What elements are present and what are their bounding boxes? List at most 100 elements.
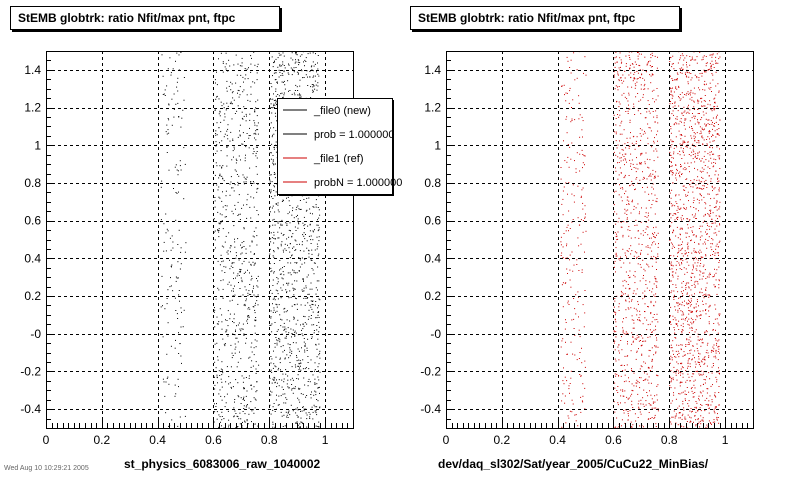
data-point	[247, 99, 249, 101]
data-point	[672, 416, 674, 418]
data-point	[283, 414, 285, 416]
data-point	[716, 234, 718, 236]
data-point	[222, 228, 224, 230]
data-point	[677, 302, 679, 304]
data-point	[289, 205, 291, 206]
data-point	[716, 371, 718, 373]
data-point	[307, 338, 309, 340]
data-point	[214, 326, 216, 328]
data-point	[688, 343, 690, 345]
data-point	[316, 406, 318, 408]
data-point	[221, 314, 223, 316]
data-point	[238, 271, 240, 273]
data-point	[293, 318, 295, 320]
data-point	[718, 190, 720, 192]
data-point	[252, 181, 254, 182]
data-point	[275, 72, 277, 74]
data-point	[272, 155, 274, 156]
data-point	[686, 387, 688, 388]
data-point	[293, 288, 295, 290]
data-point	[706, 344, 708, 346]
data-point	[272, 75, 273, 77]
data-point	[280, 318, 282, 320]
data-point	[243, 377, 245, 379]
data-point	[671, 66, 673, 68]
data-point	[571, 251, 573, 253]
data-point	[689, 421, 691, 423]
data-point	[656, 198, 658, 200]
data-point	[688, 339, 690, 341]
data-point	[624, 70, 626, 72]
data-point	[273, 256, 275, 258]
data-point	[703, 83, 705, 85]
data-point	[703, 196, 705, 198]
data-point	[303, 77, 305, 78]
data-point	[690, 180, 692, 182]
data-point	[272, 159, 274, 161]
data-point	[270, 174, 272, 176]
data-point	[703, 357, 705, 359]
data-point	[655, 329, 657, 331]
data-point	[274, 186, 275, 188]
data-point	[682, 318, 684, 320]
data-point	[708, 87, 710, 89]
data-point	[569, 383, 571, 384]
data-point	[681, 72, 683, 74]
data-point	[681, 134, 682, 136]
data-point	[585, 74, 587, 76]
data-point	[624, 212, 626, 214]
data-point	[577, 291, 579, 293]
data-point	[288, 64, 290, 66]
data-point	[615, 131, 617, 133]
data-point	[710, 68, 712, 70]
data-point	[654, 176, 655, 178]
data-point	[708, 193, 710, 195]
data-point	[309, 212, 311, 214]
data-point	[291, 283, 293, 285]
data-point	[654, 345, 655, 347]
data-point	[698, 79, 700, 81]
data-point	[618, 194, 620, 196]
data-point	[304, 238, 306, 240]
data-point	[314, 88, 316, 90]
data-point	[710, 65, 712, 67]
data-point	[699, 236, 701, 238]
data-point	[215, 134, 217, 136]
data-point	[625, 309, 627, 311]
data-point	[637, 381, 639, 382]
data-point	[224, 113, 226, 115]
data-point	[219, 197, 221, 199]
data-point	[282, 426, 284, 427]
data-point	[677, 309, 679, 311]
data-point	[281, 81, 283, 83]
data-point	[231, 83, 233, 85]
data-point	[567, 224, 569, 226]
data-point	[691, 96, 693, 98]
data-point	[234, 113, 236, 114]
data-point	[682, 152, 684, 153]
data-point	[698, 179, 700, 181]
data-point	[653, 304, 655, 306]
data-point	[579, 136, 581, 138]
data-point	[685, 208, 687, 210]
data-point	[226, 80, 228, 82]
data-point	[689, 410, 691, 412]
data-point	[701, 195, 702, 197]
data-point	[621, 295, 623, 297]
data-point	[642, 403, 644, 405]
data-point	[703, 155, 705, 157]
data-point	[584, 366, 586, 368]
data-point	[633, 255, 635, 257]
data-point	[670, 423, 672, 425]
data-point	[672, 243, 673, 245]
data-point	[713, 356, 715, 358]
data-point	[289, 347, 291, 349]
data-point	[710, 213, 712, 214]
data-point	[655, 200, 657, 202]
data-point	[636, 252, 638, 254]
data-point	[689, 98, 691, 100]
data-point	[281, 277, 283, 279]
data-point	[218, 228, 220, 230]
data-point	[648, 349, 650, 351]
data-point	[692, 113, 693, 114]
